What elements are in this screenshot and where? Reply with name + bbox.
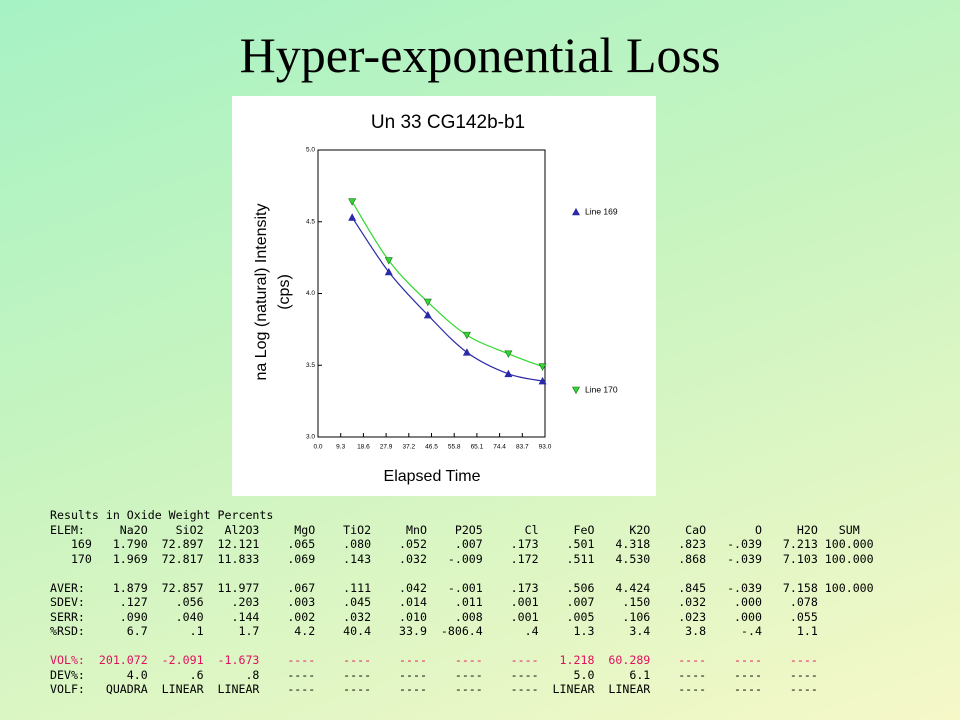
data-point — [504, 369, 513, 378]
y-tick-label: 3.5 — [306, 362, 315, 369]
y-axis-label: na Log (natural) Intensity — [253, 204, 270, 381]
data-point — [423, 298, 432, 307]
y-tick-label: 4.0 — [306, 290, 315, 297]
results-line: VOL%: 201.072 -2.091 -1.673 ---- ---- --… — [50, 653, 818, 667]
data-point — [462, 348, 471, 356]
chart-title: Un 33 CG142b-b1 — [371, 112, 525, 133]
legend-marker — [571, 386, 581, 395]
x-tick-label: 0.0 — [313, 444, 322, 451]
x-tick-label: 65.1 — [471, 444, 484, 451]
results-line: 169 1.790 72.897 12.121 .065 .080 .052 .… — [50, 537, 874, 551]
data-point — [384, 257, 393, 265]
results-line: ELEM: Na2O SiO2 Al2O3 MgO TiO2 MnO P2O5 … — [50, 522, 860, 537]
x-tick-label: 27.9 — [380, 444, 393, 451]
y-tick-label: 3.0 — [306, 434, 315, 441]
slide-title: Hyper-exponential Loss — [239, 27, 721, 83]
results-table: Results in Oxide Weight Percents ELEM: Na… — [50, 508, 874, 697]
data-point — [538, 376, 547, 385]
results-line: DEV%: 4.0 .6 .8 ---- ---- ---- ---- ----… — [50, 667, 818, 682]
data-point — [384, 267, 393, 276]
legend-marker — [571, 207, 581, 216]
data-point — [348, 213, 357, 221]
legend-label: Line 170 — [585, 384, 618, 394]
results-line: AVER: 1.879 72.857 11.977 .067 .111 .042… — [50, 580, 874, 595]
y-tick-label: 5.0 — [306, 147, 315, 154]
results-line: %RSD: 6.7 .1 1.7 4.2 40.4 33.9 -806.4 .4… — [50, 624, 818, 638]
chart-panel — [232, 96, 656, 496]
legend-label: Line 169 — [585, 206, 618, 216]
data-point — [504, 350, 513, 358]
x-tick-label: 18.6 — [357, 444, 370, 451]
data-point — [538, 363, 547, 371]
x-tick-label: 55.8 — [448, 444, 461, 451]
results-line: VOLF: QUADRA LINEAR LINEAR ---- ---- ---… — [50, 682, 818, 696]
x-tick-label: 46.5 — [425, 444, 438, 451]
series-line — [351, 201, 543, 368]
results-line: SERR: .090 .040 .144 .002 .032 .010 .008… — [50, 609, 818, 624]
data-point — [423, 310, 432, 319]
data-point — [348, 198, 357, 206]
x-tick-label: 93.0 — [539, 444, 552, 451]
chart: Un 33 CG142b-b1 Elapsed Time na Log (nat… — [232, 96, 656, 496]
x-axis-label: Elapsed Time — [384, 468, 481, 485]
y-tick-label: 4.5 — [306, 218, 315, 225]
results-line: Results in Oxide Weight Percents — [50, 508, 274, 522]
results-line: 170 1.969 72.817 11.833 .069 .143 .032 -… — [50, 551, 874, 566]
y-axis-label: (cps) — [276, 274, 293, 310]
data-point — [462, 331, 471, 340]
x-tick-label: 83.7 — [516, 444, 529, 451]
x-tick-label: 74.4 — [493, 444, 506, 451]
x-tick-label: 9.3 — [336, 444, 345, 451]
results-line: SDEV: .127 .056 .203 .003 .045 .014 .011… — [50, 595, 818, 609]
x-tick-label: 37.2 — [402, 444, 415, 451]
